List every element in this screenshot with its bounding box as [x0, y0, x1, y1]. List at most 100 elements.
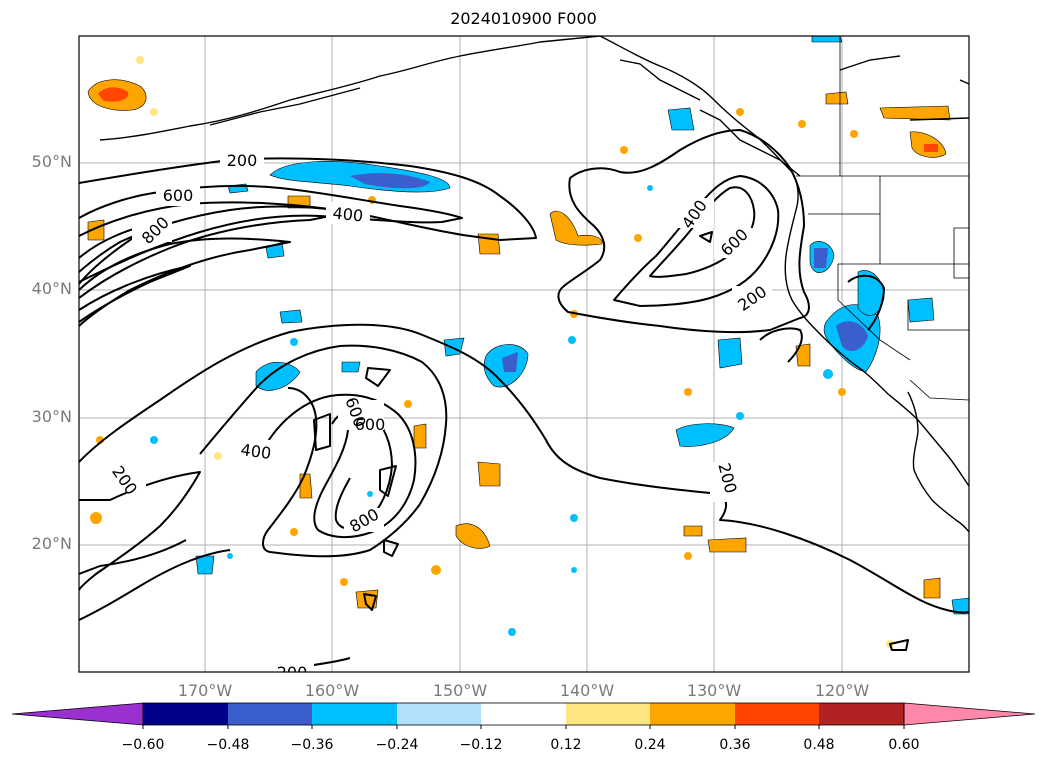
anomaly-positive-blob	[795, 343, 811, 367]
lat-label: 50°N	[31, 152, 72, 171]
anomaly-positive-spot	[620, 146, 628, 154]
colorbar-segment	[143, 703, 228, 725]
anomaly-negative-blob	[717, 337, 743, 369]
anomaly-negative-blob	[443, 337, 465, 357]
anomaly-negative-blob	[341, 361, 361, 373]
anomaly-negative-blob	[255, 361, 301, 391]
anomaly-positive-blob	[923, 577, 941, 599]
anomaly-positive-blob	[879, 105, 951, 121]
contour-line-200	[79, 471, 201, 591]
colorbar-tick-label: 0.48	[803, 737, 835, 753]
anomaly-positive-spot	[214, 452, 222, 460]
colorbar-segment	[481, 703, 566, 725]
anomaly-positive-spot	[850, 130, 858, 138]
anomaly-negative-blob	[814, 248, 828, 268]
anomaly-positive-spot	[684, 552, 692, 560]
anomaly-negative-blob	[667, 107, 695, 131]
colorbar-segment	[397, 703, 481, 725]
anomaly-positive-blob	[455, 523, 491, 549]
anomaly-positive-spot	[684, 388, 692, 396]
lon-label: 150°W	[432, 681, 488, 700]
colorbar-tick-label: −0.12	[459, 737, 503, 753]
anomaly-negative-blob	[350, 173, 430, 189]
anomaly-positive-spot	[290, 528, 298, 536]
anomaly-negative-spot	[570, 514, 578, 522]
graticule	[79, 36, 969, 672]
contour-line-400	[613, 175, 780, 307]
anomaly-negative-spot	[823, 369, 833, 379]
anomaly-negative-blob	[951, 597, 969, 615]
colorbar	[11, 702, 1036, 729]
lon-label: 160°W	[304, 681, 360, 700]
colorbar-extend-high	[903, 702, 1036, 726]
anomaly-positive-spot	[634, 234, 642, 242]
anomaly-positive-spot	[340, 578, 348, 586]
anomaly-positive-blob	[98, 87, 129, 102]
colorbar-tick-label: 0.36	[719, 737, 751, 753]
anomaly-negative-spot	[508, 628, 516, 636]
anomaly-negative-spot	[150, 436, 158, 444]
contour-line-200	[79, 323, 969, 614]
anomaly-positive-blob	[549, 210, 603, 246]
anomaly-negative-blob	[195, 555, 215, 575]
colorbar-segment	[650, 703, 735, 725]
anomaly-negative-spot	[736, 412, 744, 420]
contour-label: 400	[239, 440, 272, 463]
anomaly-negative-blob	[907, 297, 935, 323]
height-contours	[79, 129, 969, 672]
anomaly-positive-blob	[299, 473, 313, 499]
lon-label: 170°W	[177, 681, 233, 700]
colorbar-segment	[735, 703, 819, 725]
colorbar-tick-label: −0.60	[121, 737, 165, 753]
map-title: 2024010900 F000	[450, 9, 597, 28]
anomaly-negative-spot	[568, 336, 576, 344]
contour-line-600	[259, 393, 417, 538]
contour-labels: 200 600 400 800 400 600 200 400 600 600 …	[106, 148, 772, 682]
anomaly-positive-spot	[431, 565, 441, 575]
colorbar-segment	[228, 703, 312, 725]
colorbar-tick-label: −0.48	[206, 737, 250, 753]
anomaly-negative-spot	[647, 185, 653, 191]
contour-label: 400	[332, 203, 364, 225]
contour-label: 600	[163, 186, 194, 205]
anomaly-positive-spot	[150, 108, 158, 116]
colorbar-segment	[566, 703, 650, 725]
anomaly-positive-spot	[736, 108, 744, 116]
shaded-blobs	[87, 36, 969, 648]
anomaly-negative-spot	[227, 553, 233, 559]
lon-label: 140°W	[559, 681, 615, 700]
contour-line-400	[199, 344, 448, 558]
anomaly-negative-spot	[367, 491, 373, 497]
anomaly-positive-blob	[825, 91, 849, 105]
contour-line-200	[557, 129, 810, 334]
anomaly-positive-blob	[683, 525, 703, 537]
anomaly-negative-spot	[290, 338, 298, 346]
contour-line-400	[79, 201, 351, 299]
anomaly-positive-spot	[90, 512, 102, 524]
anomaly-negative-blob	[675, 423, 735, 447]
lat-label: 20°N	[31, 534, 72, 553]
anomaly-positive-spot	[404, 400, 412, 408]
colorbar-tick-label: 0.24	[634, 737, 666, 753]
lon-label: 130°W	[686, 681, 742, 700]
anomaly-positive-blob	[477, 461, 501, 487]
colorbar-tick-label: −0.24	[375, 737, 419, 753]
contour-label: 200	[227, 151, 258, 170]
lat-label: 40°N	[31, 279, 72, 298]
anomaly-positive-spot	[798, 120, 806, 128]
political-boundaries	[796, 36, 969, 401]
anomaly-negative-blob	[502, 352, 518, 372]
anomaly-positive-blob	[707, 537, 747, 553]
coastlines	[99, 36, 969, 533]
map-plot-area: 200 600 400 800 400 600 200 400 600 600 …	[79, 36, 969, 682]
contour-label: 200	[277, 663, 308, 682]
anomaly-positive-spot	[838, 388, 846, 396]
anomaly-negative-blob	[279, 309, 303, 324]
colorbar-tick-label: −0.36	[290, 737, 334, 753]
map-frame	[78, 35, 970, 673]
lon-label: 120°W	[814, 681, 870, 700]
lat-label: 30°N	[31, 407, 72, 426]
colorbar-extend-low	[11, 702, 144, 726]
anomaly-positive-blob	[924, 144, 938, 152]
